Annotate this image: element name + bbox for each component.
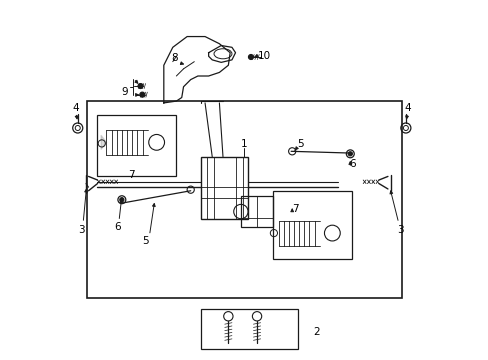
Text: 6: 6 — [114, 222, 120, 231]
Text: 1: 1 — [241, 139, 247, 149]
Text: 9: 9 — [121, 87, 127, 97]
Text: 2: 2 — [312, 327, 319, 337]
Circle shape — [140, 92, 144, 97]
Bar — [273, 191, 351, 259]
Text: 10: 10 — [257, 51, 270, 61]
Bar — [86, 101, 402, 298]
Text: 3: 3 — [396, 225, 403, 235]
Text: 4: 4 — [404, 103, 410, 113]
Circle shape — [120, 198, 124, 202]
Circle shape — [347, 152, 352, 156]
Bar — [97, 116, 176, 176]
Circle shape — [248, 54, 253, 59]
Text: 7: 7 — [292, 204, 299, 214]
Bar — [201, 157, 247, 220]
Circle shape — [138, 84, 142, 89]
Text: 7: 7 — [128, 170, 135, 180]
Bar — [241, 196, 273, 226]
Text: 4: 4 — [73, 103, 79, 113]
Polygon shape — [101, 135, 106, 149]
Text: 5: 5 — [296, 139, 303, 149]
Text: 6: 6 — [348, 159, 355, 169]
Text: 5: 5 — [142, 236, 149, 246]
Text: 8: 8 — [171, 53, 178, 63]
Text: 3: 3 — [78, 225, 84, 235]
Bar — [201, 309, 298, 348]
